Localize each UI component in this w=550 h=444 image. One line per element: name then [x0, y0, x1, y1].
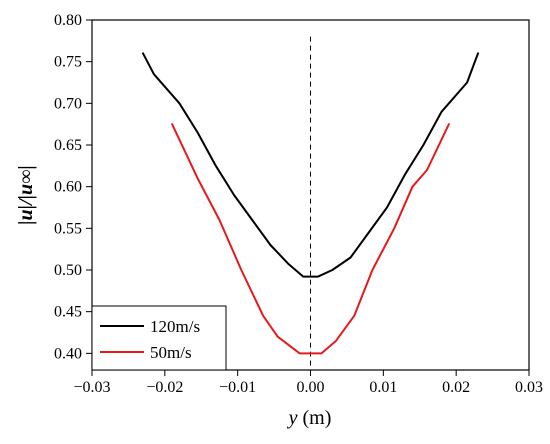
- y-tick-label: 0.45: [54, 304, 82, 321]
- y-tick-label: 0.70: [54, 95, 82, 112]
- y-tick-label: 0.60: [54, 179, 82, 196]
- x-axis-unit: (m): [298, 407, 332, 429]
- y-tick-label: 0.80: [54, 12, 82, 29]
- y-tick-label: 0.75: [54, 54, 82, 71]
- legend-label-50ms: 50m/s: [150, 343, 192, 362]
- legend-label-120ms: 120m/s: [150, 317, 200, 336]
- y-tick-label: 0.40: [54, 345, 82, 362]
- legend-box: [91, 305, 227, 371]
- y-axis-title: |u|/|u∞|: [15, 165, 37, 225]
- y-tick-label: 0.55: [54, 220, 82, 237]
- x-axis-title: y (m): [287, 407, 332, 429]
- x-tick-label: −0.01: [219, 379, 256, 396]
- y-tick-label: 0.65: [54, 137, 82, 154]
- x-tick-label: 0.03: [515, 379, 543, 396]
- legend: 120m/s 50m/s: [91, 305, 227, 371]
- series-line-0: [141, 52, 480, 278]
- x-tick-label: −0.03: [73, 379, 110, 396]
- axis-ticks: −0.03 −0.02 −0.01 0.00 0.01 0.02 0.03 0.40 0.45 0…: [54, 12, 543, 396]
- series-group: [141, 52, 480, 355]
- x-tick-label: 0.02: [442, 379, 470, 396]
- x-tick-label: 0.01: [369, 379, 397, 396]
- x-tick-label: −0.02: [146, 379, 183, 396]
- x-tick-label: 0.00: [297, 379, 325, 396]
- x-axis-symbol: y: [287, 407, 298, 429]
- y-tick-label: 0.50: [54, 262, 82, 279]
- series-line-1: [171, 123, 450, 355]
